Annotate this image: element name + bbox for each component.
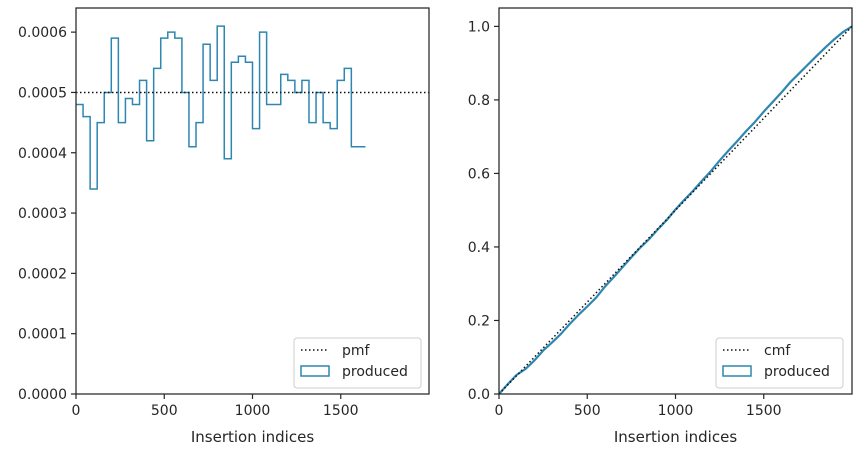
left-ytick-label: 0.0000 bbox=[18, 387, 67, 403]
right-legend: cmf produced bbox=[715, 337, 844, 389]
left-legend-produced-label: produced bbox=[342, 364, 408, 380]
right-plot-area bbox=[499, 25, 852, 394]
right-legend-produced-swatch bbox=[722, 365, 752, 377]
left-chart: 0 500 1000 1500 0.0000 0.0001 0.0002 0.0003 0.00… bbox=[18, 7, 430, 446]
left-xtick-label: 0 bbox=[72, 403, 81, 419]
left-chart-axes: 0 500 1000 1500 0.0000 0.0001 0.0002 0.0003 0.00… bbox=[18, 25, 359, 419]
left-ytick-label: 0.0003 bbox=[18, 206, 67, 222]
right-chart-axes: 0 500 1000 1500 0.0 0.2 0.4 0.6 0.8 1.0 bbox=[468, 19, 782, 419]
right-xtick-label: 1000 bbox=[658, 403, 694, 419]
right-xlabel: Insertion indices bbox=[614, 428, 737, 446]
right-ytick-label: 0.4 bbox=[468, 240, 490, 256]
right-ytick-label: 0.8 bbox=[468, 93, 490, 109]
right-chart: 0 500 1000 1500 0.0 0.2 0.4 0.6 0.8 1.0 Insertion… bbox=[468, 7, 853, 446]
right-chart-frame bbox=[498, 7, 853, 395]
cmf-line bbox=[499, 25, 852, 394]
right-ytick-label: 0.6 bbox=[468, 166, 490, 182]
left-legend-pmf-label: pmf bbox=[342, 343, 371, 359]
right-xtick-label: 1500 bbox=[746, 403, 782, 419]
right-legend-produced-label: produced bbox=[764, 364, 830, 380]
left-chart-marks bbox=[76, 25, 429, 190]
produced-histogram bbox=[76, 25, 366, 190]
left-xtick-label: 500 bbox=[151, 403, 178, 419]
left-ytick-label: 0.0005 bbox=[18, 85, 67, 101]
left-xtick-label: 1500 bbox=[323, 403, 359, 419]
right-xtick-label: 500 bbox=[574, 403, 601, 419]
right-ytick-label: 0.0 bbox=[468, 387, 490, 403]
left-ytick-label: 0.0002 bbox=[18, 266, 67, 282]
right-ytick-label: 0.2 bbox=[468, 313, 490, 329]
left-ytick-label: 0.0004 bbox=[18, 146, 67, 162]
right-ytick-label: 1.0 bbox=[468, 19, 490, 35]
right-legend-cmf-label: cmf bbox=[764, 343, 791, 359]
left-legend-produced-swatch bbox=[300, 365, 330, 377]
left-ytick-label: 0.0006 bbox=[18, 25, 67, 41]
left-ytick-label: 0.0001 bbox=[18, 327, 67, 343]
left-xtick-label: 1000 bbox=[235, 403, 271, 419]
right-chart-marks bbox=[499, 25, 852, 394]
left-plot-area bbox=[76, 25, 429, 190]
left-legend: pmf produced bbox=[293, 337, 422, 389]
right-xtick-label: 0 bbox=[495, 403, 504, 419]
produced-cumulative-line bbox=[499, 25, 852, 394]
left-xlabel: Insertion indices bbox=[191, 428, 314, 446]
